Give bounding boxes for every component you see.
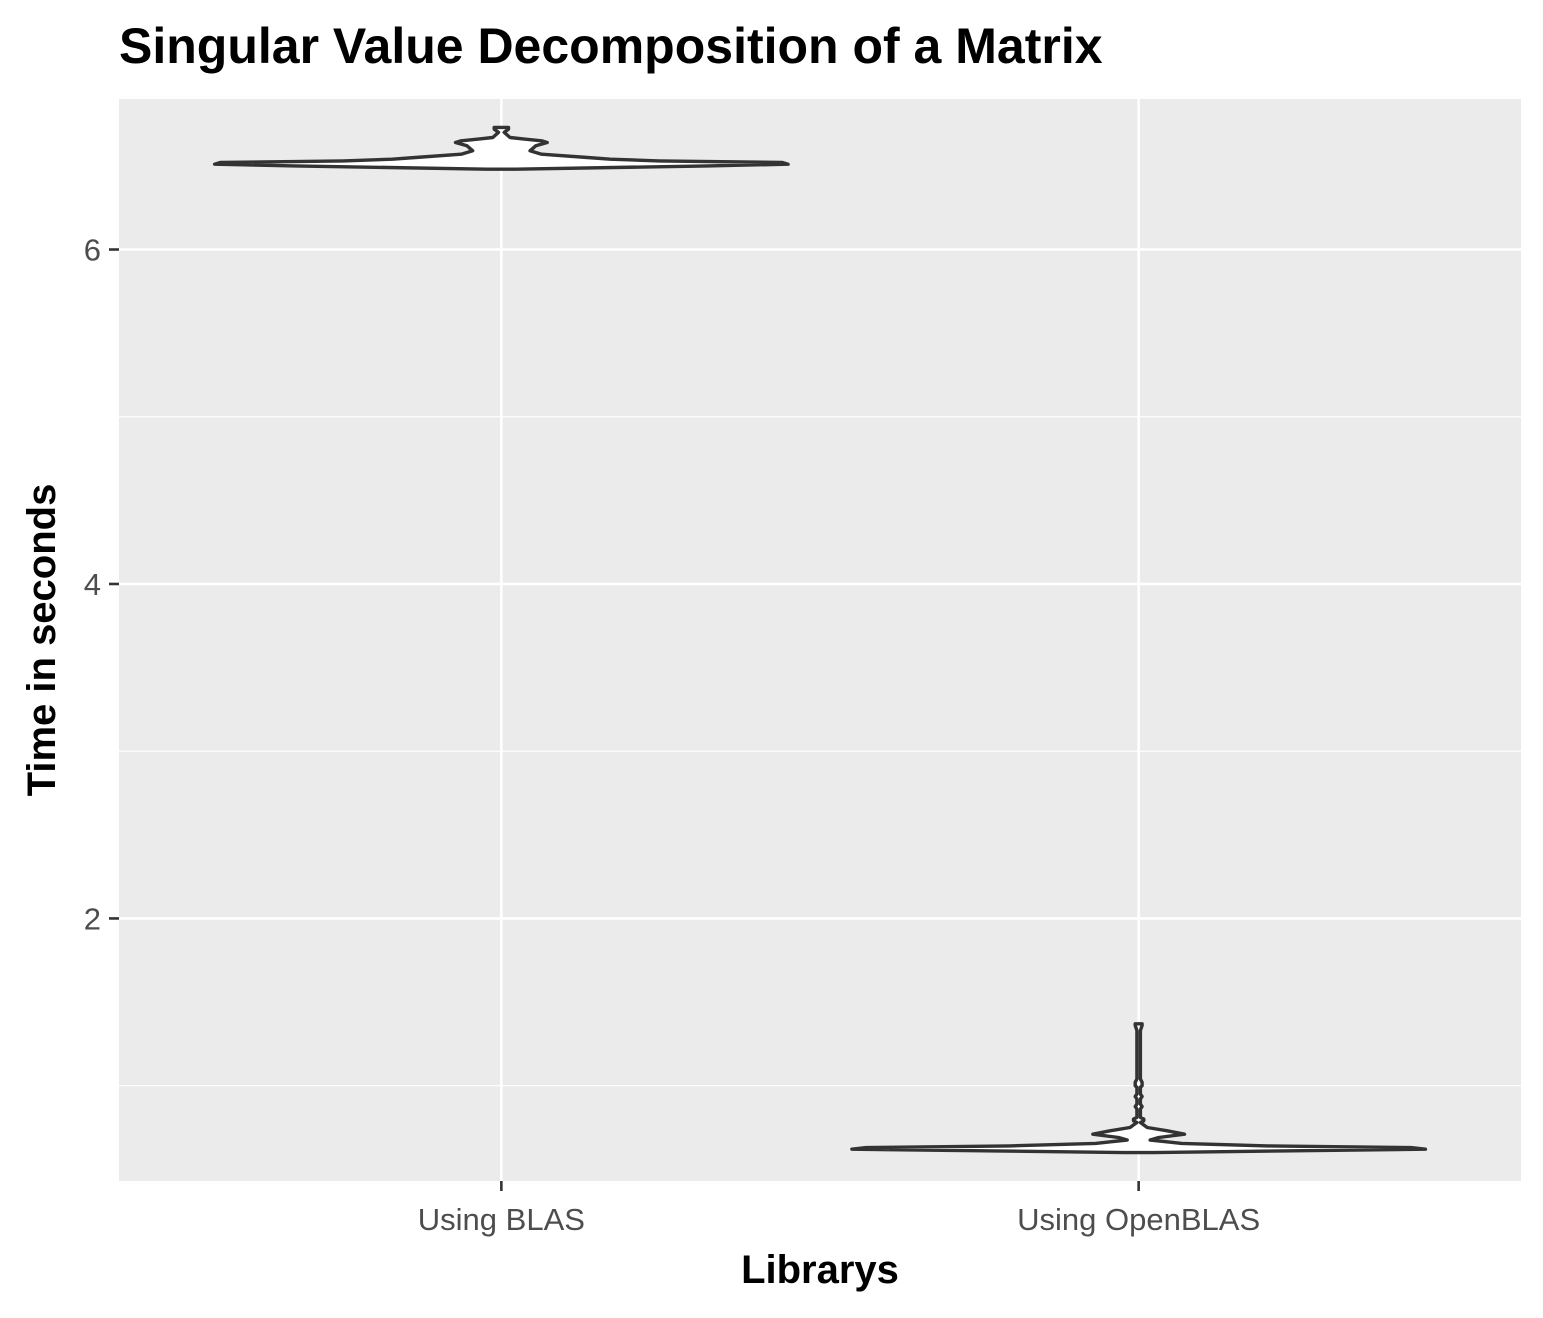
x-axis-title: Librarys	[741, 1248, 899, 1292]
y-tick-label: 6	[84, 233, 101, 268]
violin	[850, 1022, 1428, 1155]
x-axis: Using BLAS Using OpenBLAS	[418, 1181, 1260, 1237]
x-tick-label: Using BLAS	[418, 1202, 585, 1237]
minor-gridlines	[119, 416, 1521, 1087]
y-tick-label: 4	[84, 567, 101, 602]
x-tick-label: Using OpenBLAS	[1017, 1202, 1260, 1237]
y-axis-title: Time in seconds	[20, 484, 64, 797]
y-tick-label: 2	[84, 901, 101, 936]
violin	[212, 125, 790, 171]
y-axis: 2 4 6	[84, 233, 119, 936]
major-gridlines	[119, 99, 1521, 1181]
chart-title: Singular Value Decomposition of a Matrix	[119, 18, 1103, 74]
plot-panel	[119, 99, 1521, 1181]
violins	[212, 125, 1428, 1155]
